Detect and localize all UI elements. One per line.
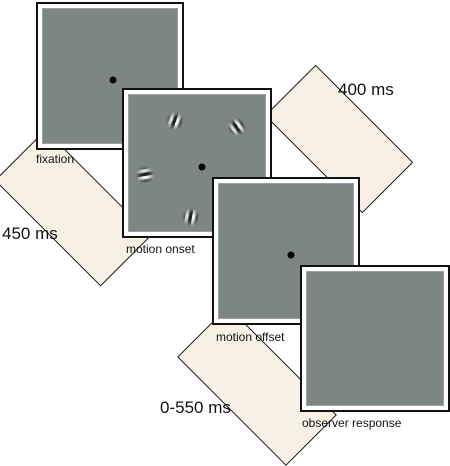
fixation-label: fixation (36, 152, 75, 166)
fixation-frame (36, 2, 184, 150)
observer-response-label: observer response (302, 416, 402, 430)
duration-0-550-label: 0-550 ms (160, 398, 231, 417)
fixation-dot (198, 163, 206, 171)
gabor-patch (163, 109, 187, 133)
gabor-patch (180, 206, 202, 228)
observer-response-frame (300, 265, 450, 412)
motion-offset-label: motion offset (216, 330, 285, 344)
fixation-dot (287, 251, 295, 259)
duration-400-label: 400 ms (338, 80, 394, 99)
motion-onset-label: motion onset (126, 242, 195, 256)
fixation-dot (109, 76, 117, 84)
duration-450-label: 450 ms (2, 224, 58, 243)
gabor-patch (134, 164, 156, 186)
observer-response-screen (306, 271, 444, 406)
gabor-patch (224, 114, 250, 140)
